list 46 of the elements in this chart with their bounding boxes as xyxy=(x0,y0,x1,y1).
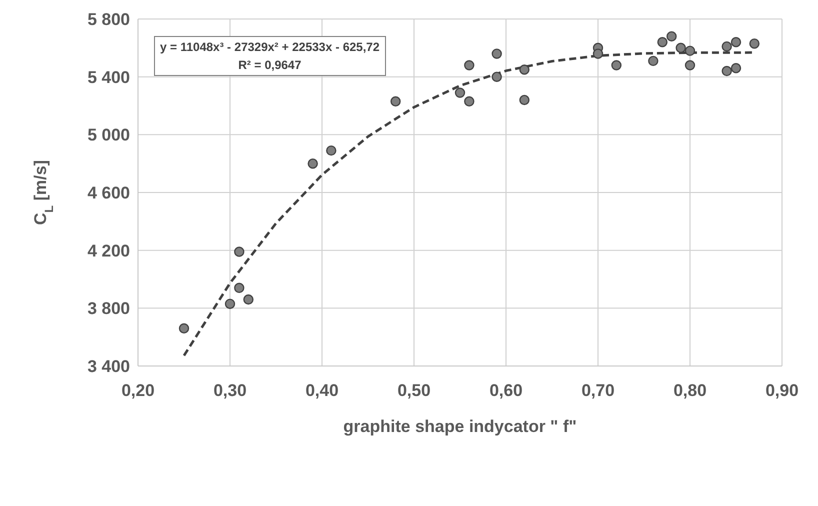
point xyxy=(390,96,401,107)
point xyxy=(722,41,732,52)
x-tick-label: 0,90 xyxy=(765,381,799,400)
annotation: R² = 0,9647 xyxy=(237,57,302,74)
annotation: y = 11048x³ - 27329x² + 22533x - 625,72 xyxy=(160,39,380,56)
x-tick-label: 0,40 xyxy=(305,381,339,400)
x-tick-label: 0,50 xyxy=(397,381,431,400)
point xyxy=(519,94,530,106)
point xyxy=(676,42,686,54)
point xyxy=(234,246,244,257)
point xyxy=(684,60,696,70)
y-tick-label: 4 200 xyxy=(87,241,130,260)
point xyxy=(224,298,236,309)
x-tick-label: 0,70 xyxy=(581,381,615,400)
point xyxy=(730,63,742,74)
point xyxy=(684,46,696,56)
point xyxy=(722,66,732,76)
x-axis-title: graphite shape indycator " f" xyxy=(343,417,577,436)
y-tick-label: 3 400 xyxy=(87,357,130,376)
point xyxy=(234,282,244,294)
point xyxy=(464,60,474,70)
point xyxy=(454,88,466,98)
point xyxy=(730,37,742,48)
point xyxy=(243,294,254,305)
y-tick-label: 5 800 xyxy=(87,10,130,30)
x-tick-label: 0,30 xyxy=(213,381,247,400)
point xyxy=(611,60,622,70)
point xyxy=(592,48,604,59)
point xyxy=(492,72,502,82)
x-tick-label: 0,20 xyxy=(121,381,155,400)
point xyxy=(326,145,336,156)
y-tick-label: 5 000 xyxy=(87,126,130,145)
point xyxy=(519,64,530,75)
x-tick-label: 0,60 xyxy=(489,381,523,400)
point xyxy=(648,56,658,66)
y-tick-label: 4 600 xyxy=(87,184,130,203)
point xyxy=(749,38,760,49)
y-tick-label: 5 400 xyxy=(87,68,130,87)
x-tick-label: 0,80 xyxy=(673,381,707,400)
point xyxy=(492,48,502,59)
point xyxy=(178,323,190,334)
point xyxy=(464,96,474,107)
point xyxy=(657,37,668,48)
point xyxy=(666,31,677,42)
y-tick-label: 3 800 xyxy=(87,299,130,318)
point xyxy=(308,158,318,169)
